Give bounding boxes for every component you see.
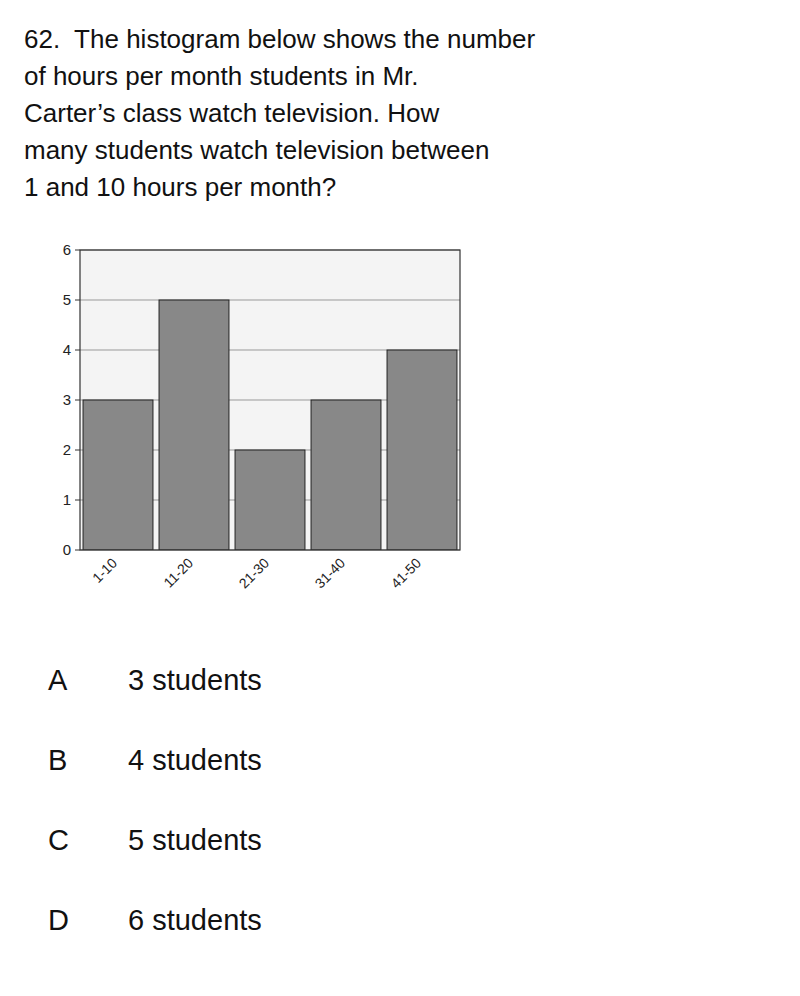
grid-line — [80, 300, 460, 301]
bar — [387, 350, 457, 550]
y-tick — [75, 250, 80, 251]
y-tick — [75, 500, 80, 501]
x-tick-label: 1-10 — [89, 555, 120, 586]
x-tick-label: 41-50 — [387, 555, 424, 592]
chart-svg: 62. The histogram below shows the number… — [0, 0, 800, 996]
choice-text: 5 students — [128, 824, 262, 856]
y-tick — [75, 550, 80, 551]
bar — [159, 300, 229, 550]
choice-letter: D — [48, 904, 69, 936]
choice-letter: A — [48, 664, 68, 696]
bar — [235, 450, 305, 550]
choice-text: 6 students — [128, 904, 262, 936]
question-text: 62. The histogram below shows the number… — [24, 24, 535, 202]
plot-frame — [80, 250, 460, 550]
choice-text: 4 students — [128, 744, 262, 776]
bar — [83, 400, 153, 550]
choice-text: 3 students — [128, 664, 262, 696]
x-tick-label: 11-20 — [160, 555, 196, 591]
question-line: of hours per month students in Mr. — [24, 61, 419, 91]
x-tick-label: 21-30 — [235, 555, 272, 592]
grid — [80, 250, 460, 550]
y-tick-label: 4 — [63, 341, 71, 358]
y-tick — [75, 300, 80, 301]
x-tick-label: 31-40 — [311, 555, 348, 592]
question-line: Carter’s class watch television. How — [24, 98, 439, 128]
y-tick-label: 2 — [63, 441, 71, 458]
y-tick-label: 3 — [63, 391, 71, 408]
plot-background — [80, 250, 460, 550]
y-tick — [75, 400, 80, 401]
bar — [311, 400, 381, 550]
y-tick-label: 0 — [63, 541, 71, 558]
bars — [83, 300, 457, 550]
choice-letter: C — [48, 824, 69, 856]
y-tick-label: 6 — [63, 241, 71, 258]
question-line: many students watch television between — [24, 135, 489, 165]
y-tick — [75, 450, 80, 451]
page: 62. The histogram below shows the number… — [0, 0, 800, 996]
y-tick-label: 1 — [63, 491, 71, 508]
question-line: 1 and 10 hours per month? — [24, 172, 336, 202]
y-tick-label: 5 — [63, 291, 71, 308]
y-tick — [75, 350, 80, 351]
question-line: 62. The histogram below shows the number — [24, 24, 535, 54]
choice-letter: B — [48, 744, 67, 776]
